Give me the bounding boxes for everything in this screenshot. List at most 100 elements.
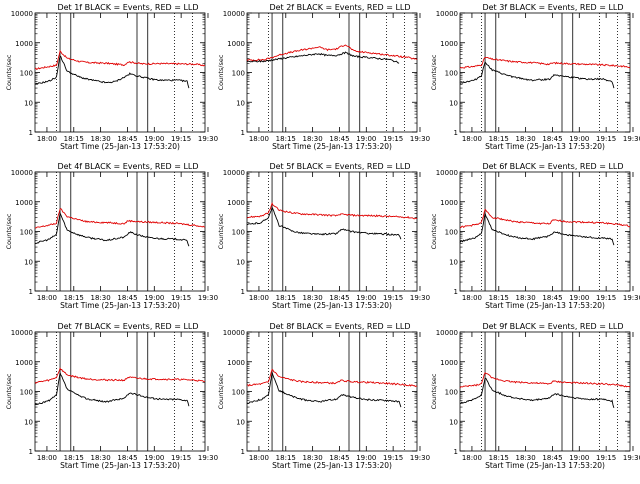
panel-title: Det 5f BLACK = Events, RED = LLD (269, 162, 410, 171)
y-tick-label: 10 (449, 258, 458, 266)
panel-title: Det 2f BLACK = Events, RED = LLD (269, 3, 410, 12)
events-series-line (246, 205, 402, 240)
x-tick-label: 18:45 (542, 454, 562, 462)
plot-frame (459, 171, 631, 292)
y-axis-label: Counts/sec (5, 373, 13, 409)
y-tick-label: 100 (20, 229, 33, 237)
x-tick-label: 19:00 (144, 294, 164, 302)
events-series-line (246, 372, 402, 408)
y-axis-label: Counts/sec (217, 373, 225, 409)
y-tick-label: 100 (232, 389, 245, 397)
x-tick-label: 19:15 (596, 454, 616, 462)
y-axis-label: Counts/sec (430, 54, 438, 90)
x-tick-label: 19:00 (144, 454, 164, 462)
x-tick-label: 18:15 (489, 294, 509, 302)
x-tick-label: 19:30 (623, 294, 640, 302)
y-tick-label: 100 (232, 70, 245, 78)
x-tick-label: 19:30 (410, 294, 430, 302)
y-tick-label: 1000 (227, 199, 245, 207)
x-tick-label: 18:45 (542, 135, 562, 143)
events-series-line (246, 51, 400, 64)
x-tick-label: 19:00 (356, 454, 376, 462)
y-tick-label: 10000 (11, 10, 33, 18)
plot-frame (246, 331, 418, 452)
y-tick-label: 1 (241, 288, 245, 296)
plot-frame (246, 171, 418, 292)
y-tick-label: 10 (24, 99, 33, 107)
x-tick-label: 18:30 (91, 135, 111, 143)
plot-frame (459, 331, 631, 452)
y-tick-label: 10000 (436, 329, 458, 337)
y-tick-label: 1 (454, 448, 458, 456)
plot-frame (34, 331, 206, 452)
x-tick-label: 19:00 (569, 135, 589, 143)
x-axis-label: Start Time (25-Jan-13 17:53:20) (272, 142, 392, 151)
lld-series-line (460, 208, 631, 229)
x-tick-label: 19:00 (144, 135, 164, 143)
panel-title: Det 6f BLACK = Events, RED = LLD (482, 162, 623, 171)
y-axis-label: Counts/sec (5, 213, 13, 249)
x-tick-label: 19:30 (198, 135, 218, 143)
x-tick-label: 19:30 (198, 294, 218, 302)
x-tick-label: 18:45 (329, 454, 349, 462)
panel-title: Det 3f BLACK = Events, RED = LLD (482, 3, 623, 12)
x-tick-label: 19:15 (171, 135, 191, 143)
x-tick-label: 18:00 (37, 454, 57, 462)
panel-det-7: Det 7f BLACK = Events, RED = LLD 1 10 100 10… (5, 322, 218, 470)
x-tick-label: 19:30 (410, 454, 430, 462)
x-tick-label: 19:15 (596, 135, 616, 143)
panel-det-8: Det 8f BLACK = Events, RED = LLD 1 10 100 10… (217, 322, 430, 470)
y-tick-label: 1000 (440, 359, 458, 367)
x-tick-label: 18:00 (249, 135, 269, 143)
plot-frame (246, 12, 418, 133)
x-tick-label: 18:15 (489, 454, 509, 462)
y-tick-label: 1000 (440, 199, 458, 207)
x-tick-label: 18:30 (516, 135, 536, 143)
lld-series-line (246, 201, 418, 220)
y-tick-label: 100 (445, 229, 458, 237)
x-axis-label: Start Time (25-Jan-13 17:53:20) (272, 461, 392, 470)
events-series-line (459, 61, 615, 89)
y-tick-label: 1 (454, 288, 458, 296)
y-tick-label: 10 (236, 258, 245, 266)
events-series-line (459, 213, 615, 246)
x-tick-label: 18:45 (117, 135, 137, 143)
plot-frame (34, 171, 206, 292)
x-tick-label: 19:15 (383, 135, 403, 143)
y-tick-label: 10000 (223, 10, 245, 18)
lld-series-line (34, 367, 206, 384)
events-series-line (34, 55, 190, 89)
x-axis-label: Start Time (25-Jan-13 17:53:20) (60, 301, 180, 310)
panel-det-3: Det 3f BLACK = Events, RED = LLD 1 10 100 10… (430, 3, 640, 151)
y-tick-label: 1 (29, 288, 33, 296)
x-tick-label: 18:15 (64, 294, 84, 302)
x-tick-label: 18:15 (64, 454, 84, 462)
x-tick-label: 19:15 (596, 294, 616, 302)
x-tick-label: 18:45 (329, 135, 349, 143)
x-tick-label: 19:30 (198, 454, 218, 462)
y-tick-label: 100 (232, 229, 245, 237)
x-tick-label: 18:15 (489, 135, 509, 143)
y-tick-label: 10 (24, 418, 33, 426)
x-axis-label: Start Time (25-Jan-13 17:53:20) (272, 301, 392, 310)
y-tick-label: 10000 (436, 10, 458, 18)
panel-title: Det 9f BLACK = Events, RED = LLD (482, 322, 623, 331)
y-tick-label: 1 (241, 448, 245, 456)
x-tick-label: 19:00 (569, 294, 589, 302)
y-tick-label: 10000 (223, 169, 245, 177)
x-axis-label: Start Time (25-Jan-13 17:53:20) (485, 461, 605, 470)
x-tick-label: 19:30 (623, 454, 640, 462)
y-tick-label: 10000 (11, 169, 33, 177)
x-tick-label: 18:15 (276, 294, 296, 302)
x-tick-label: 18:00 (249, 294, 269, 302)
y-axis-label: Counts/sec (430, 373, 438, 409)
y-tick-label: 10 (449, 99, 458, 107)
x-axis-label: Start Time (25-Jan-13 17:53:20) (60, 461, 180, 470)
x-axis-label: Start Time (25-Jan-13 17:53:20) (485, 142, 605, 151)
x-tick-label: 18:00 (462, 135, 482, 143)
y-axis-label: Counts/sec (217, 213, 225, 249)
x-tick-label: 18:30 (516, 454, 536, 462)
y-tick-label: 1 (29, 129, 33, 137)
x-tick-label: 18:15 (276, 454, 296, 462)
x-tick-label: 19:00 (356, 135, 376, 143)
